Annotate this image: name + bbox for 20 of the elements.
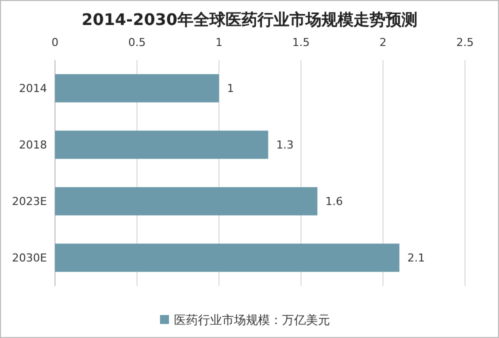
bar [55, 130, 268, 159]
bar [55, 187, 318, 216]
y-tick-label: 2018 [19, 138, 47, 152]
x-tick-label: 2.5 [456, 36, 474, 49]
x-tick-label: 0.5 [128, 36, 146, 49]
y-tick-label: 2030E [12, 252, 48, 265]
x-tick-label: 1.5 [292, 36, 310, 49]
bar [55, 244, 400, 272]
y-tick-label: 2014 [19, 82, 47, 96]
data-label: 1.6 [325, 195, 343, 208]
data-label: 1 [227, 82, 234, 96]
x-tick-label: 0 [52, 36, 58, 49]
legend-label: 医药行业市场规模：万亿美元 [174, 313, 330, 328]
chart-title: 2014-2030年全球医药行业市场规模走势预测 [82, 10, 418, 29]
y-tick-label: 2023E [12, 195, 48, 208]
data-label: 1.3 [276, 138, 294, 152]
x-tick-label: 2 [380, 36, 386, 49]
x-tick-label: 1 [216, 36, 222, 49]
bar [55, 74, 219, 102]
data-label: 2.1 [407, 252, 425, 265]
